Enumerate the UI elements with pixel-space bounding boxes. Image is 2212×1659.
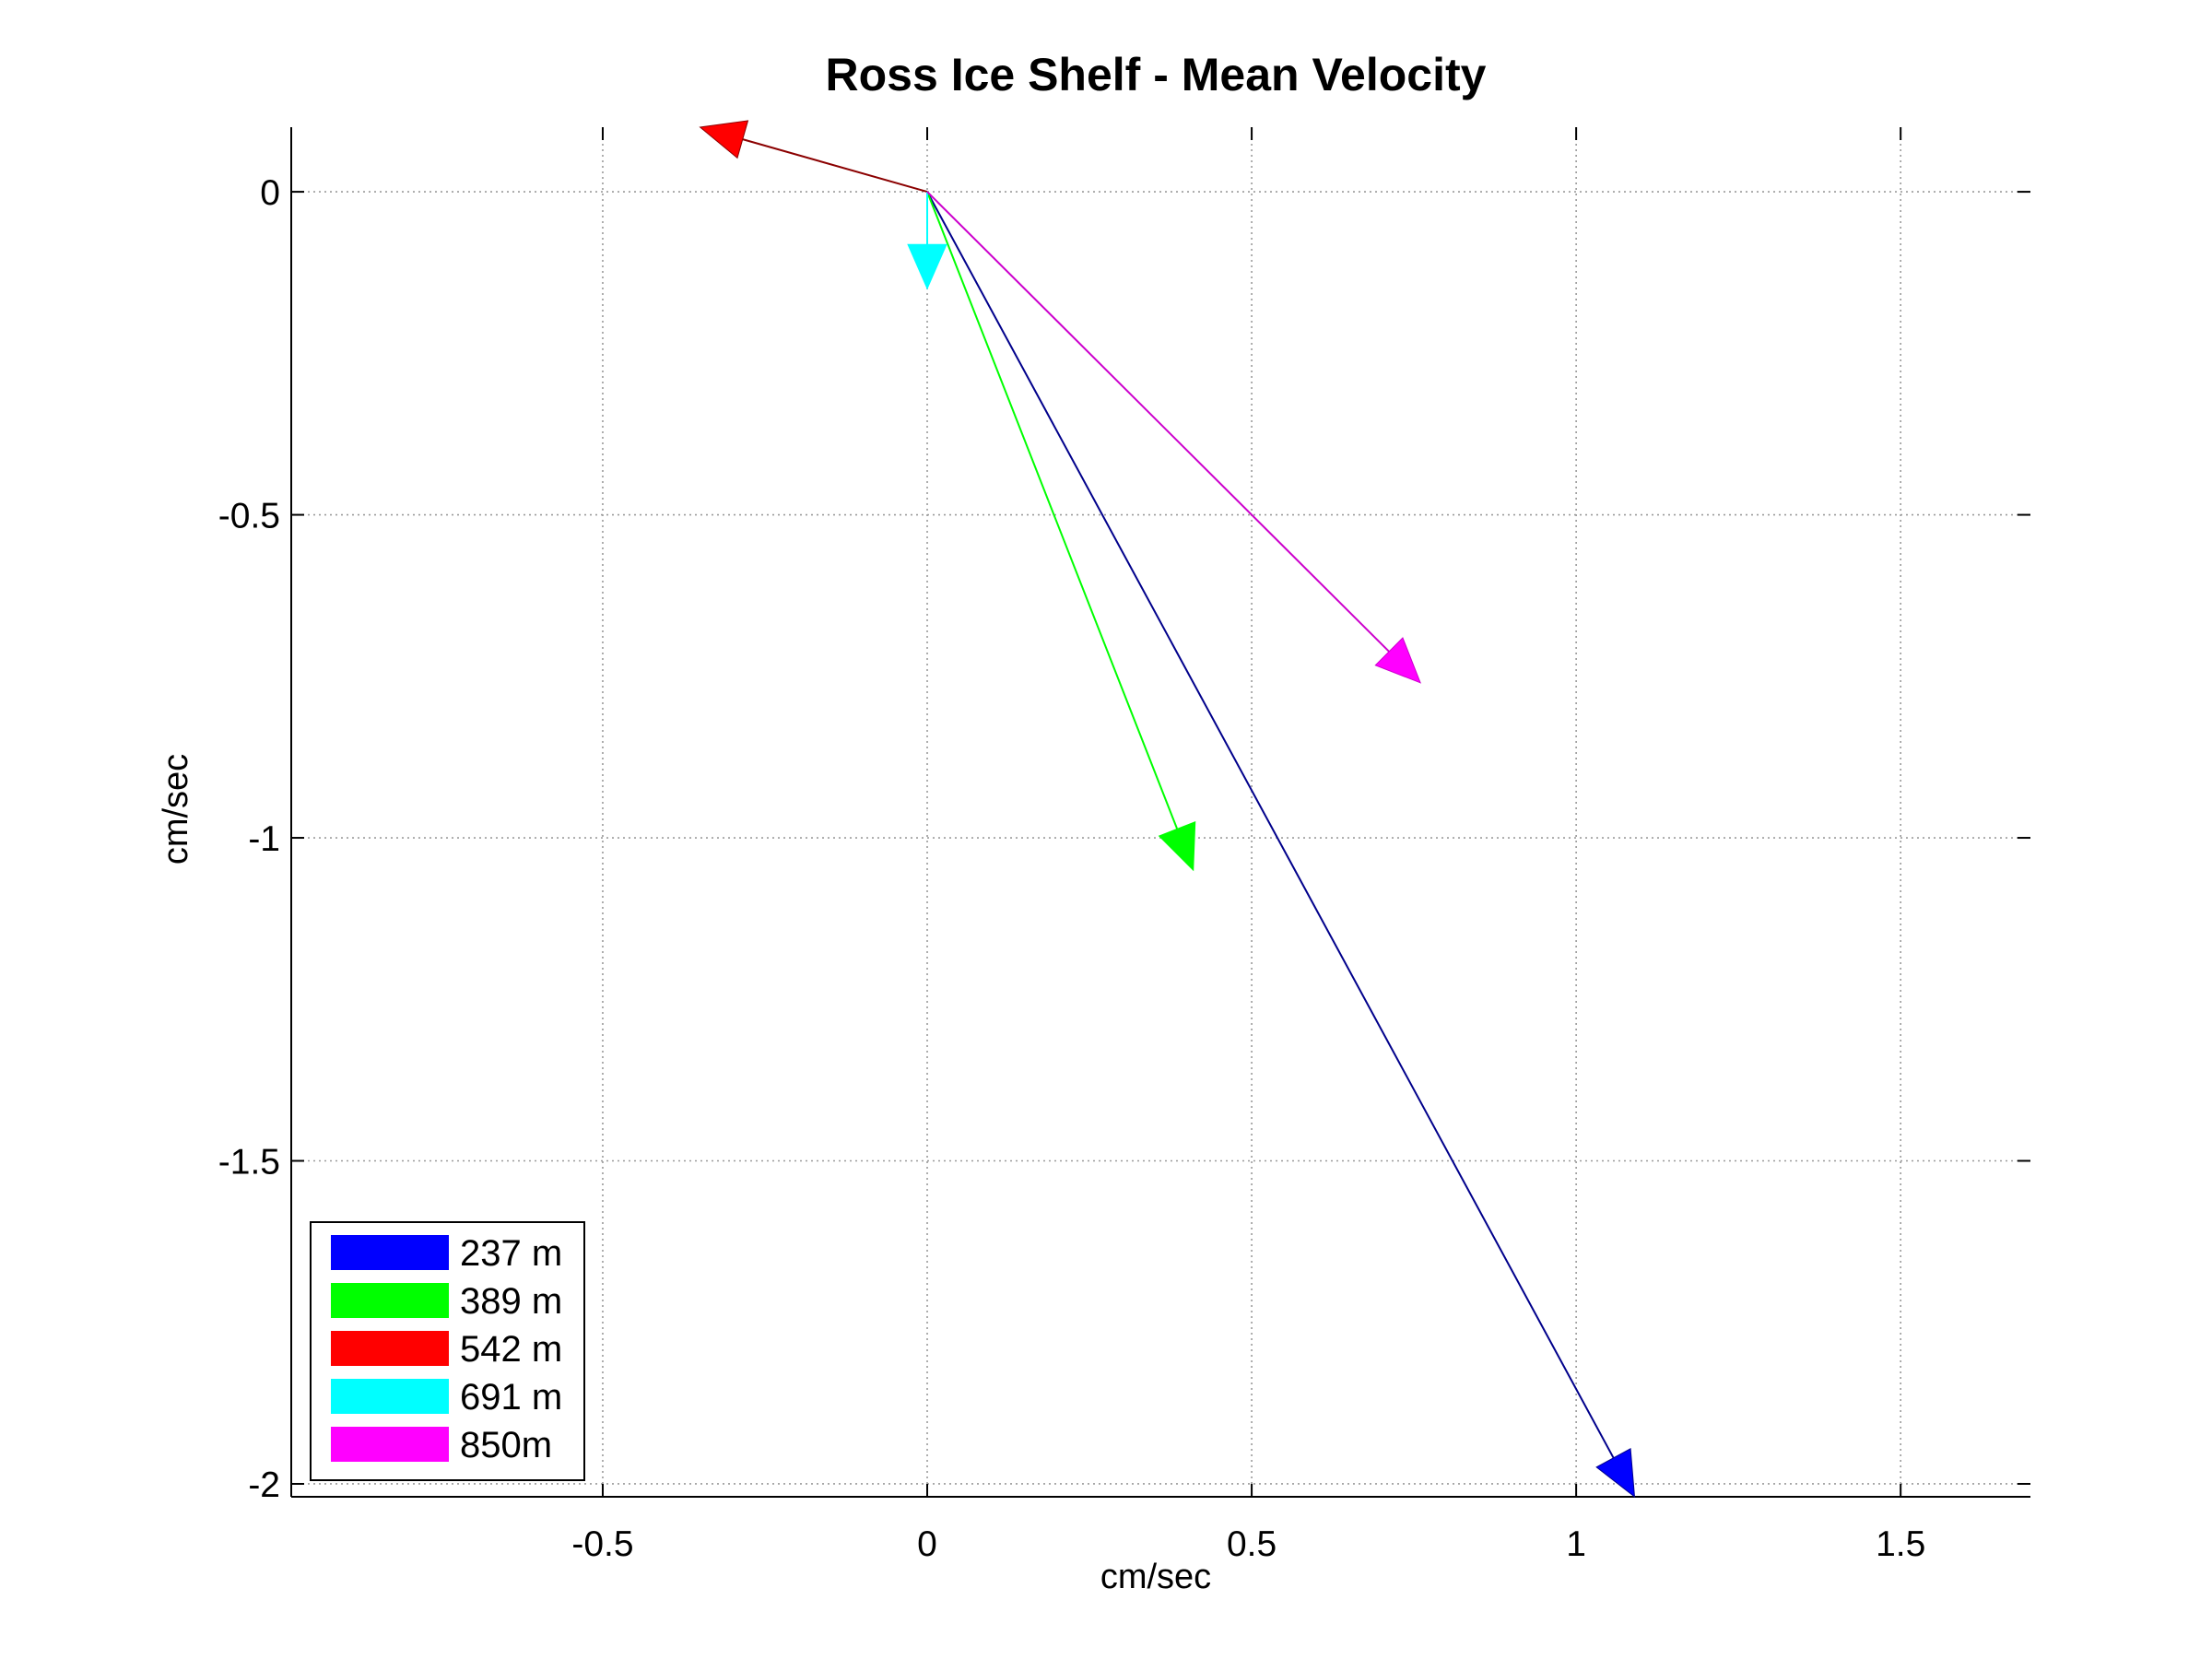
- arrow-head-237m: [1595, 1447, 1636, 1499]
- chart-title: Ross Ice Shelf - Mean Velocity: [826, 49, 1487, 100]
- y-tick-label: 0: [260, 173, 280, 213]
- y-axis-label: cm/sec: [157, 754, 195, 865]
- y-tick-label: -1: [248, 819, 280, 859]
- arrow-shaft-237m: [926, 191, 1615, 1459]
- axes: -0.5 0 0.5 1 1.5 0 -0.5 -1 -1.5 -2: [218, 127, 2030, 1564]
- arrow-shaft-389m: [926, 191, 1179, 830]
- y-tick-label: -2: [248, 1465, 280, 1505]
- x-tick-label: 0.5: [1227, 1524, 1277, 1564]
- legend-label: 237 m: [460, 1233, 562, 1274]
- arrow-head-542m: [699, 120, 749, 159]
- arrow-head-691m: [907, 243, 947, 290]
- x-tick-label: 1.5: [1876, 1524, 1925, 1564]
- legend: 237 m 389 m 542 m 691 m 850m: [310, 1221, 585, 1481]
- arrow-head-850m: [1374, 637, 1422, 684]
- legend-label: 389 m: [460, 1281, 562, 1322]
- legend-label: 542 m: [460, 1329, 562, 1370]
- y-tick-label: -1.5: [218, 1143, 280, 1182]
- legend-swatch: [331, 1427, 449, 1462]
- y-tick-label: -0.5: [218, 497, 280, 536]
- legend-swatch: [331, 1379, 449, 1414]
- x-tick-label: 0: [917, 1524, 937, 1564]
- legend-label: 691 m: [460, 1377, 562, 1418]
- arrow-head-389m: [1158, 820, 1196, 872]
- legend-swatch: [331, 1283, 449, 1318]
- legend-swatch: [331, 1331, 449, 1366]
- x-axis-label: cm/sec: [1100, 1558, 1211, 1596]
- x-tick-label: -0.5: [571, 1524, 633, 1564]
- arrow-shaft-542m: [742, 138, 928, 194]
- velocity-arrows: [699, 120, 1636, 1499]
- x-tick-label: 1: [1566, 1524, 1586, 1564]
- arrow-shaft-850m: [926, 191, 1390, 653]
- legend-label: 850m: [460, 1425, 552, 1465]
- legend-swatch: [331, 1235, 449, 1270]
